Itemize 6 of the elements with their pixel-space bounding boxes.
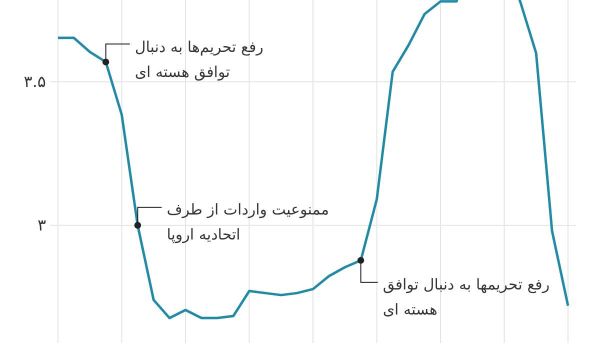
annotation: رفع تحریم‌ها به دنبال توافق هسته ای: [134, 38, 264, 81]
point: [357, 256, 364, 264]
annotation: ممنوعیت واردات از طرف اتحادیه اروپا: [166, 200, 329, 244]
y-tick-label: ۳.۵: [24, 72, 46, 91]
y-tick-label: ۳: [37, 215, 46, 234]
annotation: رفع تحریمها به دنبال توافق هسته ای: [382, 275, 550, 318]
